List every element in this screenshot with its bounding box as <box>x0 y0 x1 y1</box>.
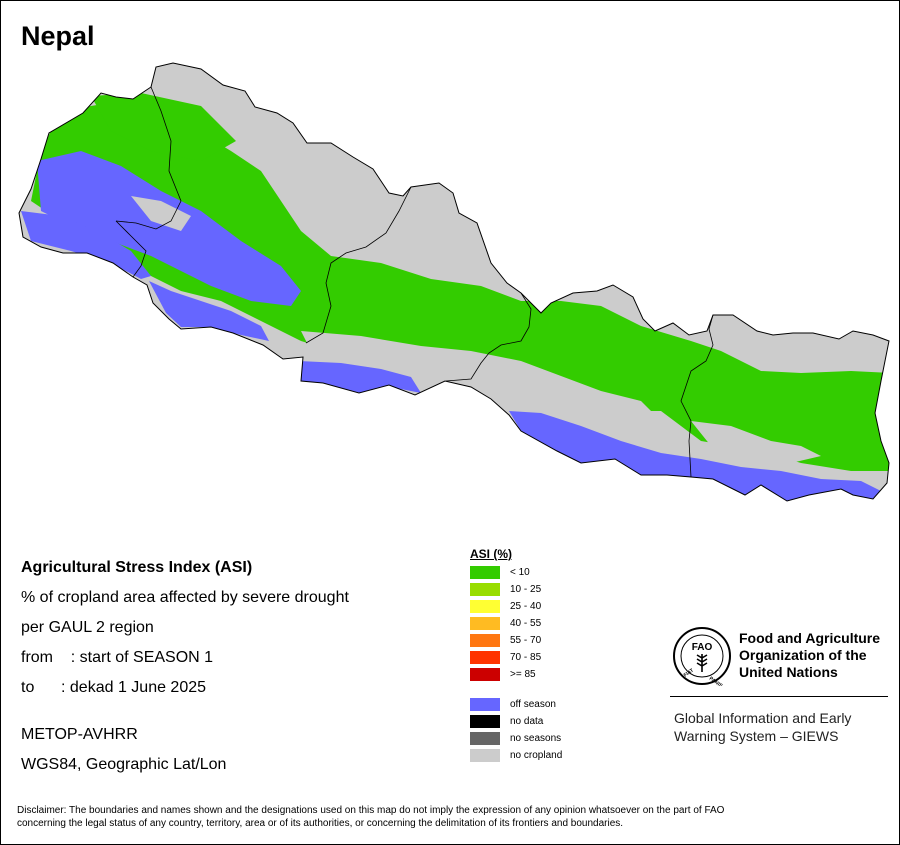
off-season-southwest <box>149 281 269 341</box>
legend-swatch <box>470 732 500 745</box>
legend-label: off season <box>510 699 556 710</box>
legend-swatch <box>470 634 500 647</box>
asi-heading: Agricultural Stress Index (ASI) <box>21 559 253 576</box>
asi-lt10-area <box>31 101 889 471</box>
legend-item: 70 - 85 <box>470 649 562 666</box>
legend-label: 40 - 55 <box>510 618 542 629</box>
fao-divider <box>670 696 888 697</box>
off-season-farwest <box>21 211 151 279</box>
fao-name: Food and Agriculture Organization of the… <box>739 630 881 680</box>
legend-item: < 10 <box>470 564 562 581</box>
legend-label: 10 - 25 <box>510 584 542 595</box>
info-sensor: METOP-AVHRR <box>21 726 138 743</box>
legend: ASI (%) < 10 10 - 25 25 - 40 40 - 55 55 - 70… <box>470 547 562 764</box>
info-line-cropland: % of cropland area affected by severe dr… <box>21 589 349 606</box>
legend-item: no seasons <box>470 730 562 747</box>
legend-swatch <box>470 749 500 762</box>
disclaimer: Disclaimer: The boundaries and names sho… <box>17 805 725 829</box>
legend-label: no cropland <box>510 750 563 761</box>
legend-title: ASI (%) <box>470 547 512 561</box>
off-season-west <box>37 151 301 306</box>
legend-swatch <box>470 668 500 681</box>
legend-classes: < 10 10 - 25 25 - 40 40 - 55 55 - 70 70 - 85 >… <box>470 564 562 683</box>
fao-emblem-motto-left: FIAT <box>683 668 695 679</box>
legend-item: off season <box>470 696 562 713</box>
legend-item: >= 85 <box>470 666 562 683</box>
fao-emblem-icon: FAO FIAT PANIS <box>673 627 731 686</box>
legend-swatch <box>470 715 500 728</box>
map-area <box>1 46 899 516</box>
legend-item: 40 - 55 <box>470 615 562 632</box>
legend-label: no seasons <box>510 733 562 744</box>
info-to: to : dekad 1 June 2025 <box>21 679 207 696</box>
info-projection: WGS84, Geographic Lat/Lon <box>21 756 227 773</box>
legend-item: 10 - 25 <box>470 581 562 598</box>
legend-swatch <box>470 651 500 664</box>
off-season-south-central <box>299 361 421 393</box>
legend-item: no cropland <box>470 747 562 764</box>
nepal-map <box>18 62 890 502</box>
legend-swatch <box>470 617 500 630</box>
legend-label: >= 85 <box>510 669 536 680</box>
legend-swatch <box>470 600 500 613</box>
legend-item: 55 - 70 <box>470 632 562 649</box>
legend-label: 55 - 70 <box>510 635 542 646</box>
legend-label: 25 - 40 <box>510 601 542 612</box>
legend-other: off season no data no seasons no cropland <box>470 696 562 764</box>
legend-swatch <box>470 566 500 579</box>
info-line-gaul: per GAUL 2 region <box>21 619 154 636</box>
legend-item: no data <box>470 713 562 730</box>
legend-label: no data <box>510 716 544 727</box>
giews-name: Global Information and Early Warning Sys… <box>674 710 852 744</box>
legend-swatch <box>470 583 500 596</box>
info-from: from : start of SEASON 1 <box>21 649 214 666</box>
legend-label: 70 - 85 <box>510 652 542 663</box>
fao-emblem-motto-right: PANIS <box>708 676 724 686</box>
no-cropland-patch-1 <box>301 331 661 426</box>
legend-label: < 10 <box>510 567 530 578</box>
legend-item: 25 - 40 <box>470 598 562 615</box>
map-title: Nepal <box>21 21 95 51</box>
admin-boundaries <box>115 86 714 478</box>
map-info: Agricultural Stress Index (ASI) % of cro… <box>21 553 349 780</box>
asi-lt10-northwest <box>91 93 236 161</box>
country-outline <box>18 62 890 502</box>
fao-emblem-letters: FAO <box>692 642 713 653</box>
no-cropland-patch-3 <box>131 196 191 231</box>
no-cropland-patch-2 <box>691 421 821 463</box>
legend-swatch <box>470 698 500 711</box>
off-season-southeast <box>509 411 881 501</box>
